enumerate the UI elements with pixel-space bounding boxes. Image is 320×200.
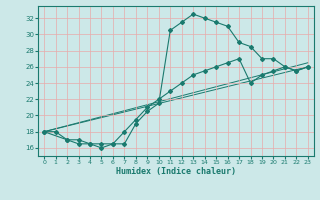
X-axis label: Humidex (Indice chaleur): Humidex (Indice chaleur): [116, 167, 236, 176]
